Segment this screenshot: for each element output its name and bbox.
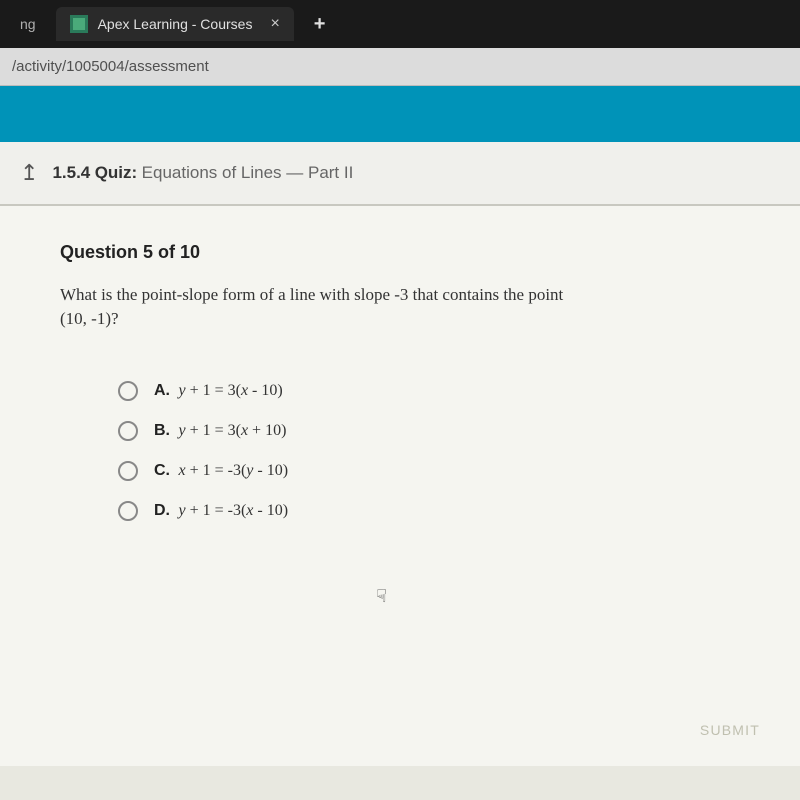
option-c-formula: x + 1 = -3(y - 10): [178, 462, 288, 479]
new-tab-button[interactable]: +: [302, 13, 338, 36]
option-d-row[interactable]: D. y + 1 = -3(x - 10): [118, 501, 740, 521]
url-bar[interactable]: /activity/1005004/assessment: [0, 48, 800, 86]
radio-a[interactable]: [118, 381, 138, 401]
radio-c[interactable]: [118, 461, 138, 481]
quiz-header-bar: ↥ 1.5.4 Quiz: Equations of Lines — Part …: [0, 142, 800, 206]
back-arrow-icon[interactable]: ↥: [20, 160, 38, 186]
quiz-label: Quiz:: [95, 163, 138, 182]
answer-options-group: A. y + 1 = 3(x - 10) B. y + 1 = 3(x + 10…: [118, 381, 740, 521]
option-c-row[interactable]: C. x + 1 = -3(y - 10): [118, 461, 740, 481]
option-a-formula: y + 1 = 3(x - 10): [178, 382, 282, 399]
close-tab-icon[interactable]: ×: [270, 15, 279, 33]
apex-favicon: [70, 15, 88, 33]
submit-button[interactable]: SUBMIT: [700, 722, 760, 738]
browser-tab-strip: ng Apex Learning - Courses × +: [0, 0, 800, 48]
question-text-line2: (10, -1)?: [60, 309, 119, 328]
option-b-formula: y + 1 = 3(x + 10): [178, 422, 286, 439]
question-text-line1: What is the point-slope form of a line w…: [60, 285, 563, 304]
option-d-formula: y + 1 = -3(x - 10): [178, 502, 288, 519]
option-a-row[interactable]: A. y + 1 = 3(x - 10): [118, 381, 740, 401]
quiz-code: 1.5.4: [52, 163, 90, 182]
option-c-letter: C.: [154, 462, 170, 479]
radio-d[interactable]: [118, 501, 138, 521]
option-b-row[interactable]: B. y + 1 = 3(x + 10): [118, 421, 740, 441]
tab-title-text: Apex Learning - Courses: [98, 16, 253, 32]
radio-b[interactable]: [118, 421, 138, 441]
question-number-header: Question 5 of 10: [60, 242, 740, 263]
question-content-area: Question 5 of 10 What is the point-slope…: [0, 206, 800, 766]
quiz-title: Equations of Lines — Part II: [142, 163, 354, 182]
question-prompt: What is the point-slope form of a line w…: [60, 283, 740, 331]
browser-tab-inactive[interactable]: ng: [8, 16, 48, 32]
option-d-letter: D.: [154, 502, 170, 519]
option-a-letter: A.: [154, 382, 170, 399]
cursor-pointer-icon: ☟: [376, 586, 387, 607]
option-b-letter: B.: [154, 422, 170, 439]
site-banner: [0, 86, 800, 142]
browser-tab-active[interactable]: Apex Learning - Courses ×: [56, 7, 294, 41]
